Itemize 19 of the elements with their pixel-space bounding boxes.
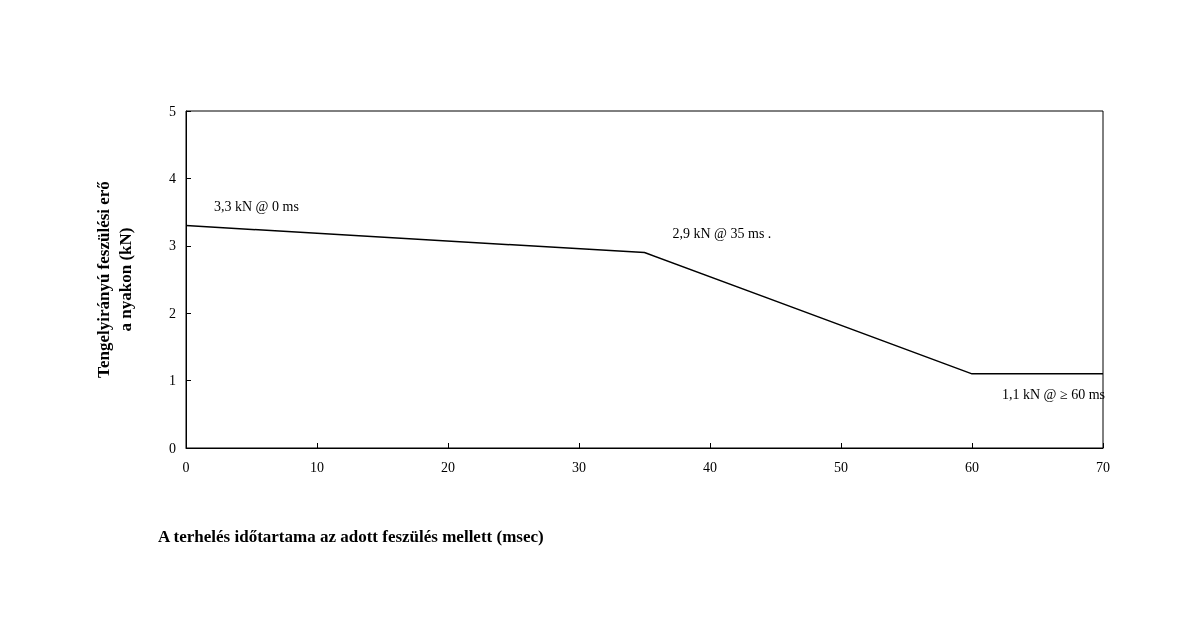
- x-tick-label: 40: [703, 459, 717, 475]
- y-tick-label: 2: [169, 305, 176, 321]
- y-tick-label: 1: [169, 373, 176, 389]
- annotation: 2,9 kN @ 35 ms .: [672, 226, 772, 242]
- x-tick-label: 20: [441, 459, 455, 475]
- x-tick-label: 50: [834, 459, 848, 475]
- x-tick-label: 10: [310, 459, 324, 475]
- y-tick-label: 0: [169, 440, 176, 456]
- y-tick-label: 5: [169, 103, 176, 119]
- y-tick-label: 3: [169, 238, 176, 254]
- x-tick-label: 0: [182, 459, 190, 475]
- annotation: 1,1 kN @ ≥ 60 ms: [1002, 387, 1106, 403]
- y-axis-title: Tengelyirányú feszülési erő a nyakon (kN): [93, 180, 135, 378]
- x-tick-label: 60: [965, 459, 979, 475]
- annotation: 3,3 kN @ 0 ms: [214, 199, 299, 215]
- x-tick-label: 30: [572, 459, 586, 475]
- x-axis-title: A terhelés időtartama az adott feszülés mellett (msec): [158, 527, 544, 546]
- y-tick-label: 4: [169, 170, 176, 186]
- x-tick-label: 70: [1096, 459, 1110, 475]
